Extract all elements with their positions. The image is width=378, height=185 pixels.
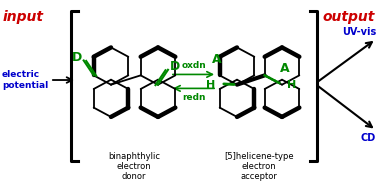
Text: H: H	[287, 80, 296, 90]
Text: oxdn: oxdn	[181, 61, 206, 70]
Text: output: output	[323, 10, 375, 24]
Text: redn: redn	[182, 93, 206, 102]
Text: A: A	[280, 62, 290, 75]
Text: CD: CD	[361, 133, 376, 143]
Text: electric
potential: electric potential	[2, 70, 48, 90]
Text: A: A	[212, 53, 222, 66]
Text: H: H	[206, 80, 215, 90]
Text: input: input	[3, 10, 44, 24]
Text: binaphthylic
electron
donor: binaphthylic electron donor	[108, 152, 160, 181]
Text: [5]helicene-type
electron
acceptor: [5]helicene-type electron acceptor	[224, 152, 294, 181]
Text: D: D	[170, 60, 180, 73]
Text: D: D	[71, 51, 82, 64]
Text: UV-vis: UV-vis	[342, 27, 376, 37]
